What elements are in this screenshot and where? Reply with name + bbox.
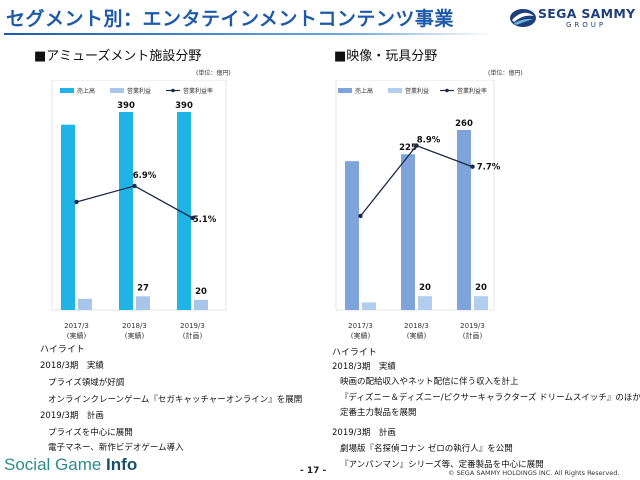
tick-2018/3: 2018/3 <box>404 322 429 330</box>
tick-sub-2018/3: (実績) <box>407 331 427 340</box>
legend-swatch-1 <box>110 88 124 93</box>
bar-sales-2018/3 <box>401 154 415 310</box>
tick-2017/3: 2017/3 <box>64 322 89 330</box>
bar-income-2019/3 <box>474 296 488 310</box>
page-number: - 17 - <box>300 466 327 476</box>
margin-line <box>76 185 193 219</box>
highlight-line-2: プライズ領域が好調 <box>48 378 125 388</box>
label-margin-2018/3: 8.9% <box>417 136 441 146</box>
label-income-2019/3: 20 <box>195 287 207 297</box>
bar-sales-2017/3 <box>61 124 75 310</box>
legend-swatch-0 <box>338 88 352 93</box>
highlight-line-1: 2018/3期 実績 <box>40 361 104 371</box>
highlight-line-0: ハイライト <box>332 348 377 358</box>
tick-2019/3: 2019/3 <box>460 322 485 330</box>
highlight-line-3: オンラインクレーンゲーム『セガキャッチャーオンライン』を展開 <box>48 395 303 405</box>
legend-label-2: 営業利益率 <box>457 87 487 95</box>
footer-brand-a: Social Game <box>4 455 107 474</box>
legend-label-0: 売上高 <box>77 87 95 95</box>
label-sales-2019/3: 260 <box>455 119 473 129</box>
legend-swatch-1 <box>388 88 402 93</box>
slide-header: セグメント別：エンタテインメントコンテンツ事業 SEGA SAMMY GROUP <box>0 0 640 36</box>
label-sales-2019/3: 390 <box>175 101 193 111</box>
legend-swatch-dot <box>445 88 449 93</box>
tick-2019/3: 2019/3 <box>180 322 205 330</box>
bar-sales-2018/3 <box>119 112 133 310</box>
highlight-line-6: 電子マネー、新作ビデオゲーム導入 <box>48 443 184 453</box>
tick-sub-2019/3: (計画) <box>183 331 203 340</box>
margin-point-2017/3 <box>74 199 79 205</box>
bar-sales-2019/3 <box>177 112 191 310</box>
label-margin-2019/3: 7.7% <box>477 163 500 173</box>
margin-point-2019/3 <box>470 164 475 169</box>
video-toy-chart: 売上高 営業利益 営業利益率2017/3(実績)225202018/3(実績)260… <box>335 80 500 340</box>
title-underline <box>4 33 494 35</box>
label-income-2018/3: 20 <box>419 283 431 293</box>
label-income-2018/3: 27 <box>137 283 149 293</box>
highlight-line-1: 2018/3期 実績 <box>332 362 396 372</box>
label-margin-2018/3: 6.9% <box>133 171 157 181</box>
sega-sammy-logo: SEGA SAMMY GROUP <box>508 4 636 34</box>
bar-income-2018/3 <box>418 296 432 310</box>
highlight-line-4: 定番主力製品を展開 <box>340 408 417 418</box>
right-unit-label: (単位：億円) <box>488 70 523 77</box>
label-sales-2018/3: 390 <box>117 101 135 111</box>
tick-2018/3: 2018/3 <box>122 322 147 330</box>
page-title: セグメント別：エンタテインメントコンテンツ事業 <box>6 8 454 30</box>
margin-point-2017/3 <box>358 213 363 219</box>
legend-label-0: 売上高 <box>355 87 373 95</box>
label-sales-2018/3: 225 <box>399 143 417 153</box>
footer-brand-b: Info <box>106 455 138 474</box>
tick-sub-2018/3: (実績) <box>125 331 145 340</box>
margin-point-2019/3 <box>190 215 195 221</box>
bar-sales-2017/3 <box>345 161 359 310</box>
tick-2017/3: 2017/3 <box>348 322 373 330</box>
label-margin-2019/3: 5.1% <box>193 215 217 225</box>
highlight-line-3: 『ディズニー＆ディズニー/ピクサーキャラクターズ ドリームスイッチ』のほか、 <box>340 393 640 403</box>
bar-sales-2019/3 <box>457 130 471 310</box>
amusement-chart: 売上高 営業利益 営業利益率2017/3(実績)390272018/3(実績)390… <box>51 80 227 340</box>
highlight-line-0: ハイライト <box>40 345 85 355</box>
highlight-line-4: 2019/3期 計画 <box>40 411 104 421</box>
left-section-title: ■アミューズメント施設分野 <box>34 49 202 64</box>
tick-sub-2017/3: (実績) <box>67 331 87 340</box>
highlight-line-5: プライズを中心に展開 <box>48 428 133 438</box>
legend-label-1: 営業利益 <box>405 87 429 95</box>
bar-income-2017/3 <box>362 302 376 310</box>
left-unit-label: (単位：億円) <box>196 70 231 77</box>
legend-label-2: 営業利益率 <box>183 87 213 95</box>
highlight-line-2: 映画の配給収入やネット配信に伴う収入を計上 <box>340 377 519 387</box>
legend-swatch-dot <box>171 88 175 93</box>
margin-point-2018/3 <box>132 183 137 189</box>
margin-point-2018/3 <box>414 143 419 148</box>
bar-income-2019/3 <box>194 299 208 310</box>
highlight-line-5: 2019/3期 計画 <box>332 428 396 438</box>
bar-income-2018/3 <box>136 296 150 310</box>
tick-sub-2017/3: (実績) <box>351 331 371 340</box>
highlight-line-6: 劇場版『名探偵コナン ゼロの執行人』を公開 <box>340 444 513 454</box>
highlight-line-7: 『アンパンマン』シリーズ等、定番製品を中心に展開 <box>340 460 544 470</box>
label-income-2019/3: 20 <box>475 283 487 293</box>
footer-brand: Social Game Info <box>4 455 137 475</box>
margin-line <box>359 144 473 217</box>
legend-swatch-0 <box>60 88 74 93</box>
bar-income-2017/3 <box>78 298 92 310</box>
logo-text: SEGA SAMMY <box>538 6 636 21</box>
legend-label-1: 営業利益 <box>127 87 151 95</box>
plot-frame <box>51 80 227 311</box>
right-section-title: ■映像・玩具分野 <box>334 49 438 64</box>
logo-subtext: GROUP <box>566 21 607 29</box>
tick-sub-2019/3: (計画) <box>463 331 483 340</box>
logo-swirl-icon <box>510 9 536 27</box>
copyright: © SEGA SAMMY HOLDINGS INC. All Rights Re… <box>448 469 620 477</box>
